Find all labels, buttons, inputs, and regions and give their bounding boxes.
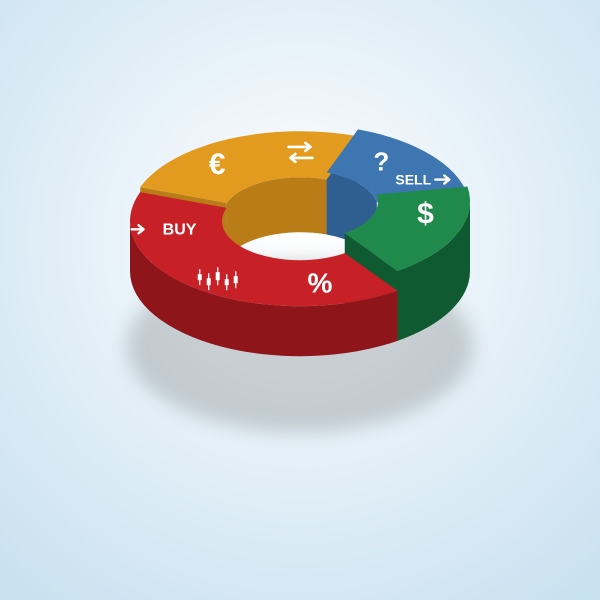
donut-chart-3d: $% BUY €? SELL — [80, 71, 520, 511]
question-icon: ? — [373, 146, 389, 176]
svg-text:BUY: BUY — [163, 221, 197, 238]
svg-text:$: $ — [417, 197, 434, 230]
svg-text:SELL: SELL — [395, 172, 431, 188]
dollar-icon: $ — [417, 197, 434, 230]
percent-icon: % — [307, 268, 332, 299]
euro-icon: € — [209, 148, 226, 181]
